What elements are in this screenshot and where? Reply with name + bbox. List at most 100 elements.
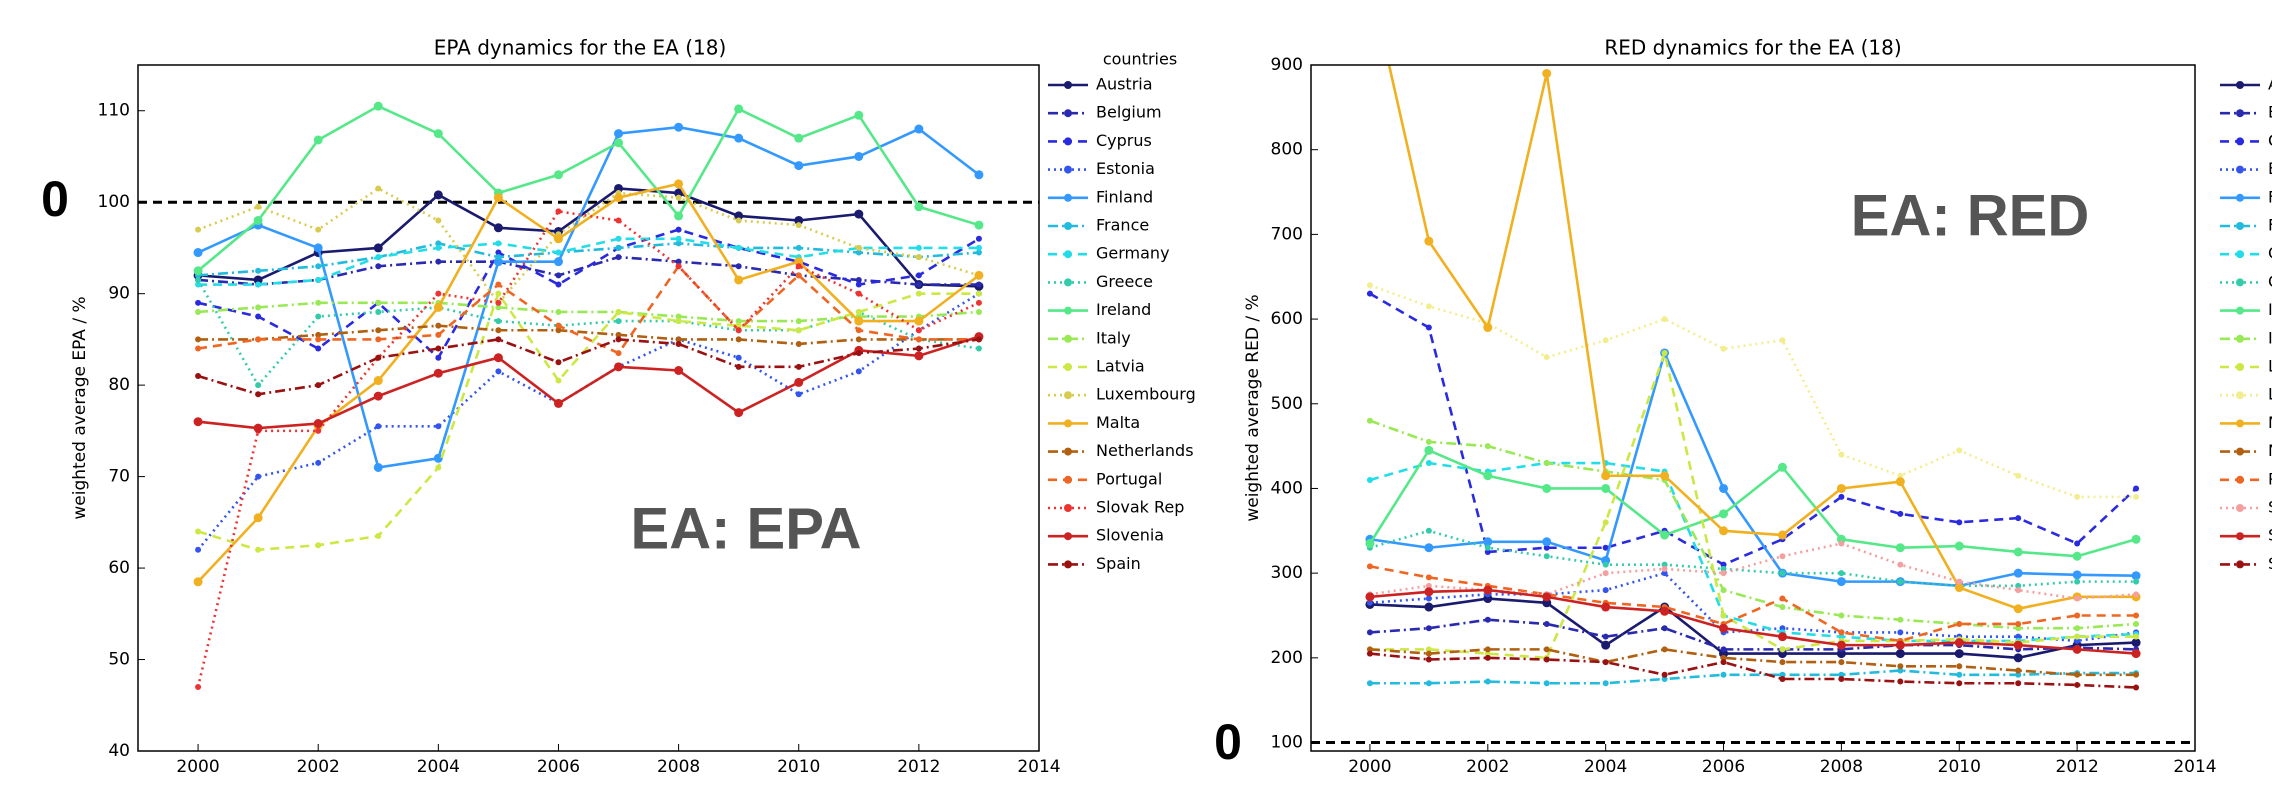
- series-marker: [495, 304, 502, 311]
- series-marker: [615, 336, 622, 343]
- series-marker: [794, 257, 804, 267]
- axes-frame: [137, 64, 1040, 752]
- series-marker: [1719, 483, 1729, 493]
- legend-marker: [2236, 391, 2244, 400]
- series-marker: [2133, 684, 2140, 691]
- series-marker: [1838, 629, 1845, 636]
- series-marker: [974, 170, 984, 180]
- series-marker: [1602, 544, 1609, 551]
- series-marker: [315, 427, 322, 434]
- series-marker: [2015, 472, 2022, 479]
- series-marker: [1956, 620, 1963, 627]
- series-marker: [495, 240, 502, 247]
- series-marker: [795, 272, 802, 279]
- legend-label: Malta: [1096, 413, 1140, 432]
- legend-label: Ireland: [2268, 300, 2272, 319]
- series-marker: [493, 353, 503, 363]
- series-marker: [1661, 316, 1668, 323]
- series-marker: [375, 336, 382, 343]
- series-marker: [1720, 570, 1727, 577]
- chart-title: RED dynamics for the EA (18): [1604, 36, 1901, 60]
- legend-marker: [2236, 278, 2244, 287]
- series-marker: [735, 263, 742, 270]
- series-marker: [375, 327, 382, 334]
- series-marker: [615, 254, 622, 261]
- series-marker: [435, 354, 442, 361]
- y-tick-label: 600: [1271, 309, 1303, 329]
- series-marker: [1425, 625, 1432, 632]
- series-marker: [1956, 671, 1963, 678]
- series-marker: [855, 281, 862, 288]
- series-marker: [553, 398, 563, 408]
- legend-marker: [1064, 391, 1072, 400]
- series-marker: [1484, 544, 1491, 551]
- series-line: [1369, 349, 2137, 588]
- series-marker: [373, 243, 383, 253]
- series-line: [197, 255, 979, 286]
- series-marker: [1895, 649, 1905, 659]
- series-marker: [2074, 493, 2081, 500]
- series-marker: [1836, 649, 1846, 659]
- legend-label: Estonia: [1096, 159, 1155, 178]
- series-line: [1369, 292, 2137, 567]
- series-marker: [1838, 493, 1845, 500]
- legend-label: Greece: [2268, 272, 2272, 291]
- series-marker: [555, 308, 562, 315]
- series-marker: [975, 336, 982, 343]
- series-marker: [1602, 337, 1609, 344]
- series-marker: [255, 473, 262, 480]
- legend-marker: [2236, 334, 2244, 343]
- series-marker: [2074, 540, 2081, 547]
- series-marker: [315, 382, 322, 389]
- series-marker: [1484, 443, 1491, 450]
- x-tick-label: 2000: [1348, 757, 1391, 777]
- legend-label: Netherlands: [1096, 441, 1194, 460]
- series-marker: [735, 354, 742, 361]
- series-marker: [2072, 551, 2082, 561]
- series-marker: [255, 304, 262, 311]
- legend-marker: [1064, 306, 1072, 315]
- series-marker: [675, 336, 682, 343]
- legend-label: Germany: [2268, 244, 2272, 263]
- series-marker: [975, 290, 982, 297]
- annotation: EA: RED: [1851, 183, 2089, 248]
- series-line: [1369, 283, 2137, 499]
- legend-label: Portugal: [1096, 469, 1162, 488]
- legend-label: Latvia: [2268, 357, 2272, 376]
- series-marker: [2015, 582, 2022, 589]
- legend-label: Slovenia: [2268, 526, 2272, 545]
- series-marker: [2013, 640, 2023, 650]
- series-marker: [735, 336, 742, 343]
- series-marker: [1897, 561, 1904, 568]
- legend-label: Luxembourg: [2268, 385, 2272, 404]
- y-tick-label: 60: [108, 558, 130, 578]
- series-marker: [1954, 583, 1964, 593]
- y-tick-label: 100: [98, 192, 130, 212]
- series-marker: [195, 281, 202, 288]
- legend-label: Austria: [2268, 75, 2272, 94]
- series-marker: [734, 211, 744, 221]
- series-marker: [1425, 438, 1432, 445]
- series-marker: [615, 235, 622, 242]
- series-marker: [1484, 616, 1491, 623]
- series-marker: [1601, 555, 1611, 565]
- series-line: [197, 187, 979, 288]
- legend-marker: [1064, 447, 1072, 456]
- series-marker: [1425, 303, 1432, 310]
- series-line: [1369, 348, 2137, 660]
- series-marker: [615, 318, 622, 325]
- series-marker: [1956, 519, 1963, 526]
- series-line: [1369, 419, 2137, 630]
- series-marker: [2013, 653, 2023, 663]
- series-marker: [2133, 493, 2140, 500]
- series-marker: [1543, 354, 1550, 361]
- series-marker: [1720, 671, 1727, 678]
- x-tick-label: 2002: [1466, 757, 1509, 777]
- series-marker: [1661, 625, 1668, 632]
- legend-title: countries: [1103, 50, 1177, 69]
- series-marker: [1779, 646, 1786, 653]
- x-tick-label: 2000: [176, 757, 219, 777]
- series-marker: [195, 276, 202, 283]
- legend-marker: [2236, 306, 2244, 315]
- series-marker: [2015, 587, 2022, 594]
